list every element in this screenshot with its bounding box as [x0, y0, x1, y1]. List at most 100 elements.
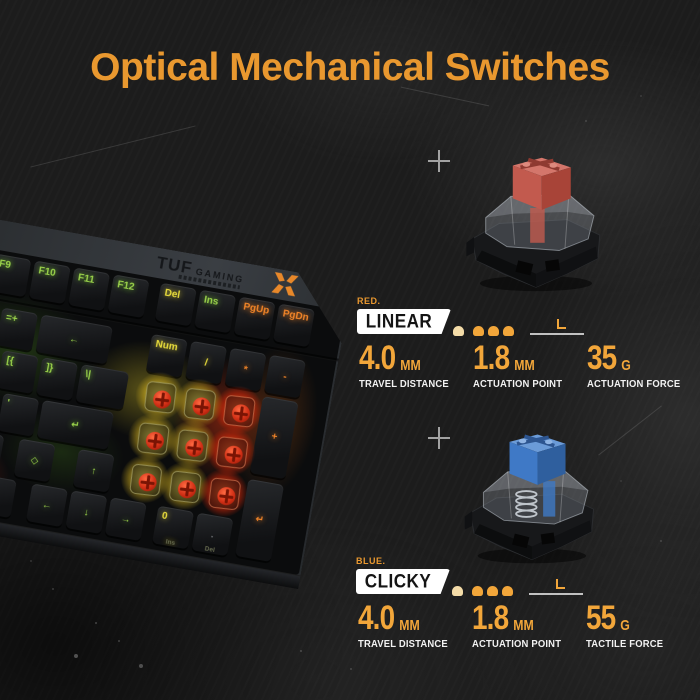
keycap-legend: [{: [5, 355, 15, 368]
spec-row: 4.0 MM TRAVEL DISTANCE 1.8 MM ACTUATION POINT…: [359, 339, 700, 390]
keycap-legend: /: [203, 357, 209, 369]
keycap-legend: ←: [41, 498, 53, 512]
keycap-legend: ↓: [82, 506, 90, 519]
meter-dot-icon: [502, 586, 513, 596]
meter-dot-icon: [488, 326, 499, 336]
tuf-x-logo-icon: [268, 270, 301, 303]
switch-housing: [144, 381, 177, 414]
exposed-optical-switch: [179, 383, 218, 422]
spec-value: 1.8 MM: [472, 599, 534, 637]
keycap-front-legend: Ins: [165, 538, 176, 548]
keycap-legend: Num: [154, 338, 179, 354]
keycap-legend: Ins: [203, 294, 220, 308]
spec-label: TRAVEL DISTANCE: [358, 637, 448, 650]
keycap-Ins: Ins: [194, 290, 236, 334]
keycap--: -: [264, 355, 306, 399]
keycap-legend: -: [282, 370, 288, 383]
switch-color-label: RED.: [357, 296, 381, 306]
keycap-↓: ↓: [65, 490, 107, 534]
background-speckles: [0, 0, 2, 2]
keycap-F10: F10: [29, 261, 71, 305]
spec-item: 1.8 MM ACTUATION POINT: [473, 339, 587, 390]
exposed-optical-switch: [165, 466, 204, 505]
spec-item: 4.0 MM TRAVEL DISTANCE: [358, 599, 472, 650]
keycap-↵: ↵: [37, 400, 115, 450]
switch-stem-icon: [177, 479, 197, 499]
red-switch-photo: [446, 150, 624, 300]
switch-stem-icon: [231, 403, 251, 423]
meter-dot-icon: [453, 326, 464, 336]
spec-value: 4.0 MM: [358, 599, 420, 637]
switch-type-label: CLICKY: [364, 570, 432, 592]
keycap-.: . Del: [191, 513, 233, 557]
keycap-legend: ↵: [254, 514, 265, 527]
switch-housing: [208, 477, 241, 510]
keycap-0: 0 Ins: [152, 506, 194, 550]
keycap-Num: Num: [146, 334, 188, 378]
switch-color-label: BLUE.: [356, 556, 386, 566]
meter-dot-icon: [472, 586, 483, 596]
spec-value: 1.8 MM: [473, 339, 535, 377]
exposed-optical-switch: [172, 425, 211, 464]
l-corner-mark-icon: [557, 319, 566, 329]
switch-type-badge: LINEAR: [357, 309, 451, 334]
keycap-front-legend: Del: [204, 545, 216, 555]
keycap-F12: F12: [107, 274, 149, 318]
keycap-legend: ←: [68, 333, 81, 346]
spec-label: ACTUATION POINT: [472, 637, 562, 650]
blue-switch-section: BLUE. CLICKY 4.0 MM TRAVEL DISTANCE 1.8 MM AC…: [356, 556, 686, 650]
keycap-legend: ◇: [29, 454, 40, 467]
keycap-': ': [0, 393, 39, 437]
switch-housing: [176, 429, 209, 462]
spec-label: ACTUATION POINT: [473, 377, 563, 390]
keycap-legend: ↑: [90, 464, 98, 477]
spec-value: 4.0 MM: [359, 339, 421, 377]
spec-label: TRAVEL DISTANCE: [359, 377, 449, 390]
force-meter-icon: [452, 579, 622, 596]
meter-dot-icon: [503, 326, 514, 336]
spec-item: 55 G TACTILE FORCE: [586, 601, 700, 650]
exposed-optical-switch: [219, 390, 258, 429]
spec-item: 35 G ACTUATION FORCE: [587, 341, 700, 390]
keycap-=+: =+: [0, 308, 38, 352]
keycap-\|: \|: [75, 364, 129, 410]
keycap-blank: [0, 429, 4, 473]
switch-stem-icon: [192, 396, 212, 416]
page-title: Optical Mechanical Switches: [90, 46, 610, 89]
keycap-/: /: [185, 341, 227, 385]
keycap-←: ←: [26, 483, 68, 527]
keycap-legend: ': [6, 397, 11, 410]
keycap-legend: F9: [0, 258, 12, 272]
switch-housing: [183, 388, 216, 421]
switch-housing: [169, 470, 202, 503]
switch-stem-icon: [152, 390, 172, 410]
keycap-legend: +: [270, 431, 279, 444]
exposed-optical-switch: [133, 418, 172, 457]
tuf-gaming-keyboard-photo: TUF GAMING F9 F10 F11 F12 Del Ins PgUp PgDn =+ ← N…: [0, 218, 352, 589]
exposed-optical-switch: [204, 473, 243, 512]
red-switch-section: RED. LINEAR 4.0 MM TRAVEL DISTANCE 1.8 MM ACT…: [357, 296, 687, 390]
keycap-legend: .: [210, 528, 215, 541]
switch-housing: [215, 436, 248, 469]
meter-line: [530, 333, 584, 335]
switch-stem-icon: [145, 431, 165, 451]
meter-line: [529, 593, 583, 595]
switch-stem-icon: [138, 472, 158, 492]
keycap-legend: ↵: [70, 418, 81, 432]
background-scratch: [30, 125, 196, 168]
spec-label: TACTILE FORCE: [586, 637, 664, 650]
switch-stem-icon: [216, 486, 236, 506]
keycap-blank: [0, 472, 17, 518]
keycap-◇: ◇: [14, 439, 56, 483]
keycap-F11: F11: [68, 267, 110, 311]
brand-tuf: TUF: [155, 252, 195, 278]
keycap-PgDn: PgDn: [273, 304, 315, 348]
spec-row: 4.0 MM TRAVEL DISTANCE 1.8 MM ACTUATION POINT…: [358, 599, 700, 650]
keycap-PgUp: PgUp: [234, 297, 276, 341]
keycap-legend: F12: [116, 279, 136, 294]
keycap-legend: F11: [77, 272, 96, 286]
keycap-legend: PgUp: [242, 301, 271, 317]
meter-dot-icon: [487, 586, 498, 596]
keycap-]}: ]}: [36, 357, 78, 401]
keycap-↑: ↑: [73, 449, 115, 493]
